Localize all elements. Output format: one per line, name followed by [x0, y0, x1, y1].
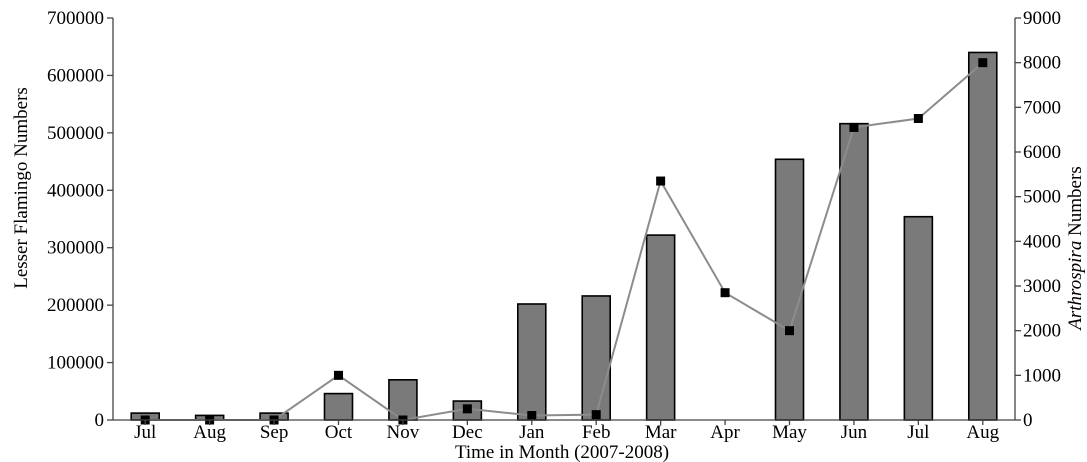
bars-group	[131, 52, 997, 420]
right-tick-label: 1000	[1023, 365, 1061, 386]
left-tick-label: 700000	[47, 8, 104, 29]
line-marker	[592, 410, 601, 419]
line-marker	[785, 326, 794, 335]
x-tick-label: Aug	[193, 422, 226, 443]
right-tick-label: 3000	[1023, 276, 1061, 297]
x-tick-label: Nov	[387, 422, 420, 443]
y2-axis-label-italic: Arthrospira	[1065, 241, 1086, 332]
line-marker	[527, 411, 536, 420]
right-tick-label: 4000	[1023, 231, 1061, 252]
x-axis: Jul Aug Sep Oct Nov Dec Jan Feb Mar Apr May Jun Jul A…	[113, 420, 1015, 443]
right-tick-label: 8000	[1023, 53, 1061, 74]
right-tick-label: 9000	[1023, 8, 1061, 29]
x-tick-label: Apr	[710, 422, 740, 443]
line-marker	[978, 58, 987, 67]
left-tick-label: 200000	[47, 295, 104, 316]
x-axis-label: Time in Month (2007-2008)	[455, 442, 669, 462]
x-tick-label: Jul	[907, 422, 929, 443]
x-tick-label: Aug	[966, 422, 999, 443]
line-marker	[334, 371, 343, 380]
left-tick-label: 400000	[47, 180, 104, 201]
x-tick-label: Sep	[260, 422, 289, 443]
bar	[969, 52, 997, 420]
left-tick-label: 300000	[47, 238, 104, 259]
x-tick-label: Mar	[645, 422, 677, 443]
y2-axis-label: Arthrospira Numbers	[1065, 166, 1086, 331]
x-tick-label: May	[772, 422, 807, 443]
bar	[582, 296, 610, 420]
right-tick-label: 6000	[1023, 142, 1061, 163]
bar	[647, 235, 675, 420]
left-tick-label: 500000	[47, 123, 104, 144]
bar	[904, 217, 932, 420]
line-marker	[463, 404, 472, 413]
x-tick-label: Feb	[582, 422, 611, 443]
x-tick-label: Jul	[134, 422, 156, 443]
line-marker	[721, 288, 730, 297]
right-tick-label: 2000	[1023, 321, 1061, 342]
x-tick-label: Jan	[519, 422, 545, 443]
right-tick-label: 7000	[1023, 97, 1061, 118]
right-tick-label: 0	[1023, 410, 1033, 431]
left-tick-label: 600000	[47, 65, 104, 86]
line-marker	[849, 123, 858, 132]
x-tick-label: Oct	[325, 422, 353, 443]
left-tick-label: 0	[95, 410, 105, 431]
right-tick-label: 5000	[1023, 187, 1061, 208]
y-axis-label: Lesser Flamingo Numbers	[11, 87, 32, 289]
line-marker	[914, 114, 923, 123]
x-tick-label: Jun	[841, 422, 868, 443]
left-tick-label: 100000	[47, 353, 104, 374]
x-tick-label: Dec	[452, 422, 483, 443]
bar	[776, 159, 804, 420]
y2-axis-label-rest: Numbers	[1065, 166, 1086, 240]
left-axis: 0 100000 200000 300000 400000 500000 600000 700…	[47, 8, 113, 431]
line-marker	[656, 177, 665, 186]
bar	[325, 394, 353, 420]
bar	[518, 304, 546, 420]
right-axis: 0 1000 2000 3000 4000 5000 6000 7000 8000 9000	[1015, 8, 1061, 431]
bar	[840, 124, 868, 420]
